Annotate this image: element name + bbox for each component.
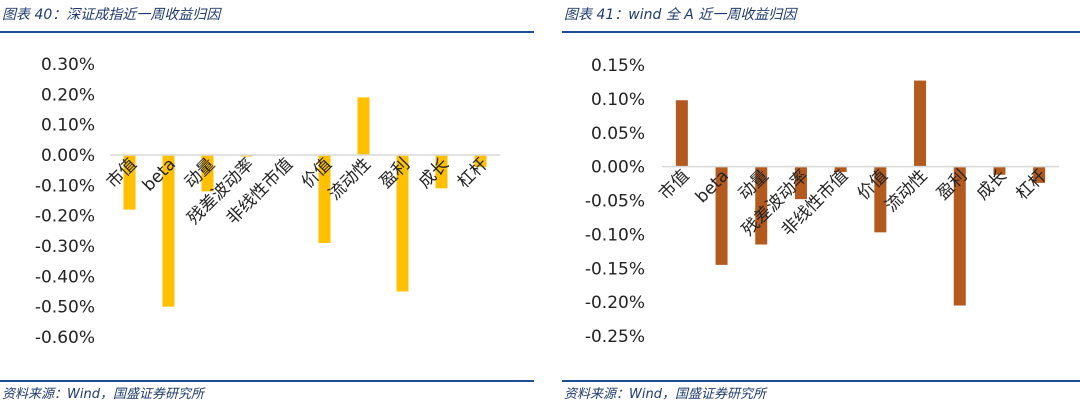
figure-title: 图表 41：wind 全 A 近一周收益归因: [564, 7, 797, 23]
bar: [123, 155, 136, 210]
source-note: 资料来源：Wind，国盛证券研究所: [2, 387, 204, 402]
title-rule: [562, 31, 1080, 33]
bar: [1033, 166, 1046, 183]
bar: [874, 166, 887, 233]
bar: [396, 155, 409, 292]
bar: [474, 155, 487, 168]
y-tick-label: -0.30%: [35, 237, 95, 257]
y-tick-label: 0.00%: [41, 146, 95, 166]
y-tick-label: -0.60%: [35, 328, 95, 348]
category-label: 流动性: [325, 154, 375, 204]
source-note: 资料来源：Wind，国盛证券研究所: [564, 387, 766, 402]
bar: [953, 166, 966, 306]
y-tick-label: -0.10%: [585, 225, 645, 245]
y-tick-label: 0.15%: [591, 56, 645, 76]
bar: [715, 166, 728, 265]
y-tick-label: 0.00%: [591, 158, 645, 178]
bar: [755, 166, 768, 245]
y-tick-label: 0.05%: [591, 124, 645, 144]
bar: [201, 155, 214, 192]
y-tick-label: -0.20%: [585, 293, 645, 313]
bar-chart: 0.30% 0.20% 0.10% 0.00% -0.10% -0.20% -0.30% -0…: [35, 55, 500, 348]
bar: [240, 155, 253, 157]
bar: [675, 100, 688, 167]
y-tick-label: -0.25%: [585, 327, 645, 347]
chart-panel-left: 图表 40：深证成指近一周收益归因 0.30% 0.20% 0.10% 0.00% -0…: [0, 0, 534, 406]
bar: [357, 97, 370, 155]
chart-panel-right: 图表 41：wind 全 A 近一周收益归因 0.15% 0.10% 0.05% 0.…: [562, 0, 1080, 406]
bar: [435, 155, 448, 189]
bar: [914, 80, 927, 167]
figure-title: 图表 40：深证成指近一周收益归因: [2, 7, 221, 23]
bar: [834, 166, 847, 173]
y-tick-label: 0.10%: [591, 90, 645, 110]
bar: [162, 155, 175, 307]
y-tick-label: 0.10%: [41, 116, 95, 136]
y-tick-label: -0.50%: [35, 298, 95, 318]
bar: [794, 166, 807, 200]
y-tick-label: -0.05%: [585, 192, 645, 212]
y-tick-label: -0.10%: [35, 176, 95, 196]
y-tick-label: 0.30%: [41, 55, 95, 75]
y-tick-label: -0.15%: [585, 259, 645, 279]
source-rule: [0, 380, 534, 382]
bar: [993, 166, 1006, 175]
y-tick-label: 0.20%: [41, 85, 95, 105]
bar: [318, 155, 331, 243]
category-label: 市值: [655, 166, 693, 204]
category-label: 流动性: [881, 166, 931, 216]
bar-chart: 0.15% 0.10% 0.05% 0.00% -0.05% -0.10% -0.15% -0…: [585, 56, 1059, 347]
y-tick-label: -0.40%: [35, 267, 95, 287]
y-tick-label: -0.20%: [35, 207, 95, 227]
source-rule: [562, 380, 1080, 382]
title-rule: [0, 31, 534, 33]
